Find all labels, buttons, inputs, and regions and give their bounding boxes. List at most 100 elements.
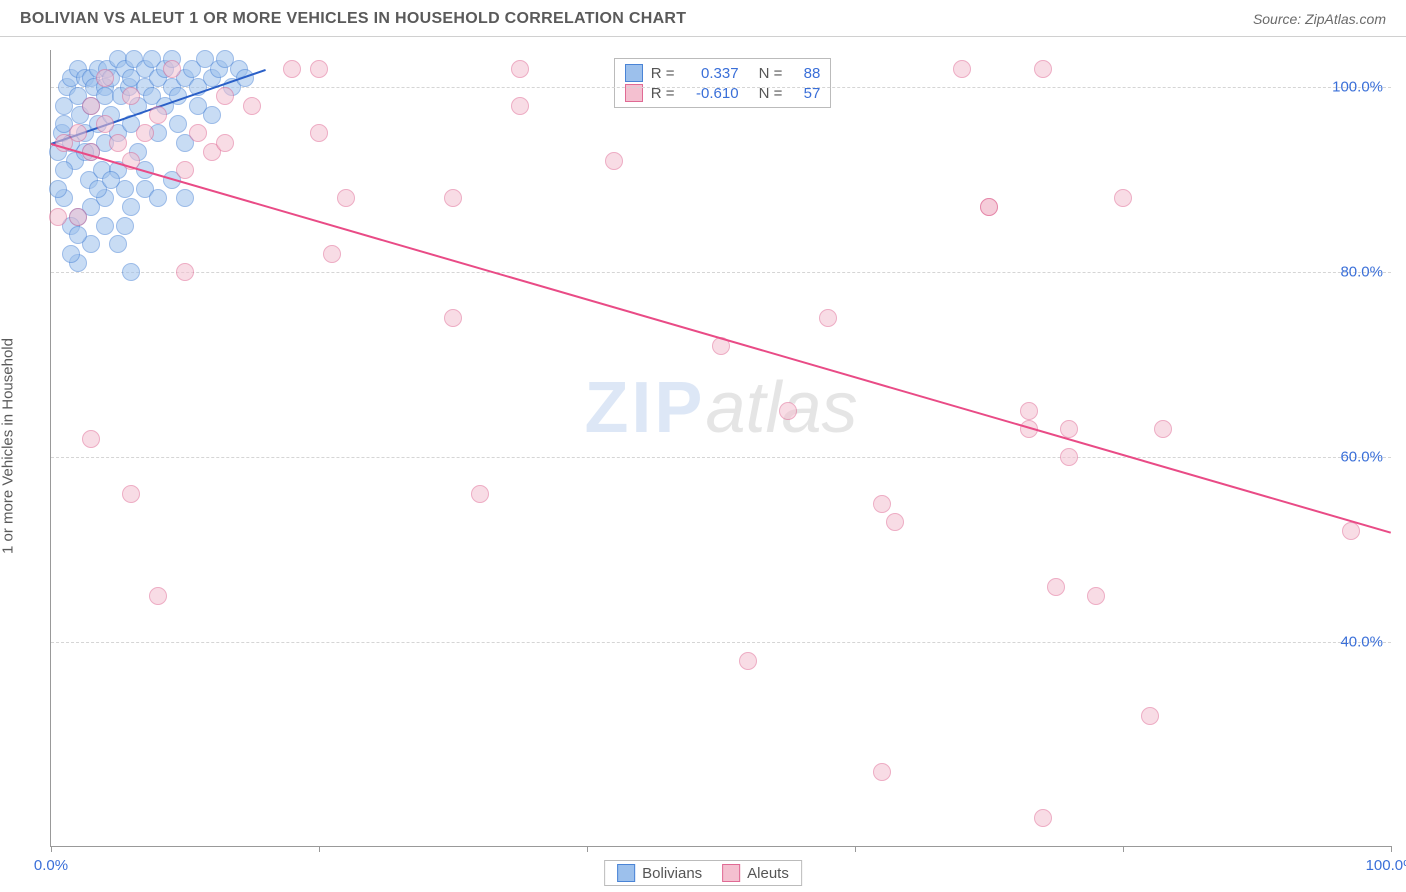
scatter-point	[779, 402, 797, 420]
chart-header: BOLIVIAN VS ALEUT 1 OR MORE VEHICLES IN …	[0, 0, 1406, 37]
scatter-point	[96, 69, 114, 87]
scatter-point	[176, 263, 194, 281]
scatter-point	[163, 60, 181, 78]
chart-title: BOLIVIAN VS ALEUT 1 OR MORE VEHICLES IN …	[20, 10, 686, 28]
scatter-point	[122, 198, 140, 216]
y-tick-label: 80.0%	[1340, 264, 1383, 281]
x-tick-mark	[1123, 846, 1124, 852]
scatter-point	[1047, 578, 1065, 596]
scatter-point	[444, 189, 462, 207]
scatter-point	[55, 161, 73, 179]
x-tick-label: 0.0%	[34, 857, 68, 874]
y-tick-label: 100.0%	[1332, 79, 1383, 96]
scatter-point	[216, 134, 234, 152]
scatter-point	[1034, 809, 1052, 827]
scatter-point	[283, 60, 301, 78]
x-tick-label: 100.0%	[1366, 857, 1406, 874]
scatter-point	[980, 198, 998, 216]
watermark-zip: ZIP	[584, 368, 705, 448]
scatter-point	[122, 87, 140, 105]
scatter-point	[310, 60, 328, 78]
scatter-point	[819, 309, 837, 327]
scatter-point	[1087, 587, 1105, 605]
scatter-point	[1034, 60, 1052, 78]
scatter-point	[203, 106, 221, 124]
x-tick-mark	[855, 846, 856, 852]
scatter-point	[49, 180, 67, 198]
scatter-point	[82, 97, 100, 115]
y-axis-label: 1 or more Vehicles in Household	[0, 338, 17, 554]
scatter-point	[82, 430, 100, 448]
watermark: ZIPatlas	[584, 367, 857, 449]
scatter-point	[1141, 707, 1159, 725]
scatter-point	[149, 189, 167, 207]
scatter-point	[873, 495, 891, 513]
scatter-chart: ZIPatlas R = 0.337 N = 88R =-0.610N =57 40.…	[50, 50, 1391, 847]
scatter-point	[176, 189, 194, 207]
scatter-point	[511, 97, 529, 115]
stats-box: R = 0.337 N = 88R =-0.610N =57	[614, 58, 832, 108]
gridline	[51, 457, 1391, 458]
scatter-point	[511, 60, 529, 78]
legend-swatch	[617, 864, 635, 882]
scatter-point	[1154, 420, 1172, 438]
scatter-point	[189, 124, 207, 142]
scatter-point	[149, 106, 167, 124]
scatter-point	[1020, 402, 1038, 420]
legend-swatch	[722, 864, 740, 882]
scatter-point	[116, 217, 134, 235]
gridline	[51, 87, 1391, 88]
scatter-point	[149, 587, 167, 605]
scatter-point	[471, 485, 489, 503]
r-value: 0.337	[683, 65, 739, 82]
scatter-point	[953, 60, 971, 78]
x-tick-mark	[319, 846, 320, 852]
scatter-point	[337, 189, 355, 207]
gridline	[51, 642, 1391, 643]
stats-row: R = 0.337 N = 88	[625, 63, 821, 83]
r-label: R =	[651, 65, 675, 82]
scatter-point	[122, 485, 140, 503]
scatter-point	[243, 97, 261, 115]
scatter-point	[109, 134, 127, 152]
scatter-point	[1114, 189, 1132, 207]
scatter-point	[169, 115, 187, 133]
scatter-point	[69, 208, 87, 226]
series-swatch	[625, 64, 643, 82]
y-tick-label: 60.0%	[1340, 449, 1383, 466]
x-tick-mark	[1391, 846, 1392, 852]
scatter-point	[49, 208, 67, 226]
x-tick-mark	[587, 846, 588, 852]
scatter-point	[1060, 448, 1078, 466]
chart-source: Source: ZipAtlas.com	[1253, 11, 1386, 27]
scatter-point	[109, 235, 127, 253]
y-tick-label: 40.0%	[1340, 634, 1383, 651]
scatter-point	[62, 245, 80, 263]
gridline	[51, 272, 1391, 273]
scatter-point	[323, 245, 341, 263]
scatter-point	[310, 124, 328, 142]
stats-row: R =-0.610N =57	[625, 83, 821, 103]
scatter-point	[1342, 522, 1360, 540]
scatter-point	[605, 152, 623, 170]
scatter-point	[886, 513, 904, 531]
scatter-point	[69, 226, 87, 244]
legend: Bolivians Aleuts	[604, 860, 802, 886]
scatter-point	[96, 217, 114, 235]
regression-line	[51, 143, 1392, 534]
legend-label: Bolivians	[642, 865, 702, 882]
scatter-point	[873, 763, 891, 781]
scatter-point	[176, 161, 194, 179]
n-value: 88	[790, 65, 820, 82]
scatter-point	[739, 652, 757, 670]
x-tick-mark	[51, 846, 52, 852]
scatter-point	[69, 124, 87, 142]
legend-item: Aleuts	[722, 864, 789, 882]
scatter-point	[444, 309, 462, 327]
scatter-point	[136, 124, 154, 142]
scatter-point	[122, 263, 140, 281]
legend-label: Aleuts	[747, 865, 789, 882]
scatter-point	[96, 115, 114, 133]
scatter-point	[102, 171, 120, 189]
n-label: N =	[759, 65, 783, 82]
